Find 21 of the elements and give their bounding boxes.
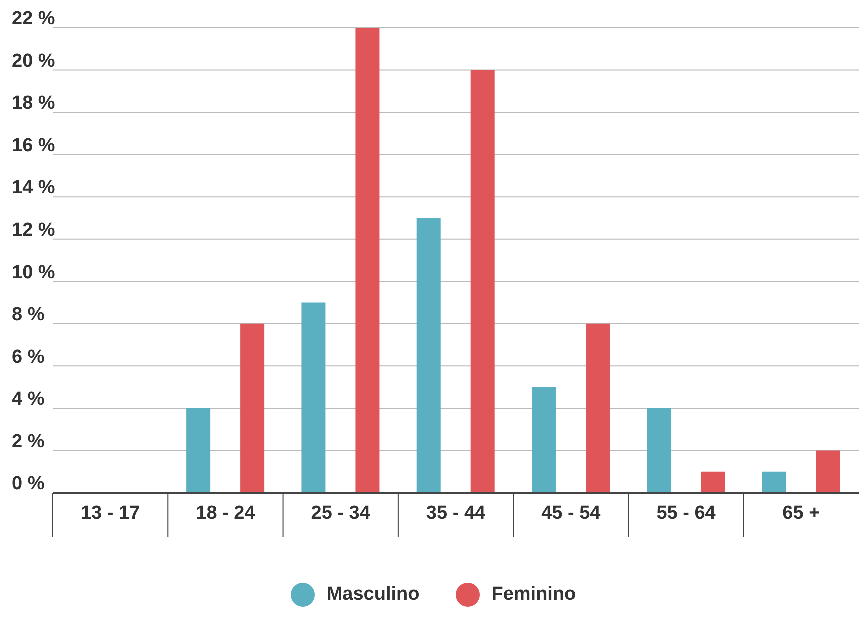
x-tick-label: 55 - 64 [656, 503, 716, 524]
y-tick-label: 20 % [12, 50, 56, 72]
x-tick-label: 65 + [782, 503, 820, 524]
y-tick-label: 8 % [12, 304, 45, 326]
legend-label: Feminino [492, 584, 576, 606]
x-tick-label: 18 - 24 [196, 503, 256, 524]
y-tick-label: 22 % [12, 8, 56, 30]
y-tick-label: 16 % [12, 135, 56, 156]
y-tick-label: 2 % [12, 431, 45, 452]
y-tick-label: 18 % [12, 93, 56, 114]
x-tick-label: 35 - 44 [426, 503, 486, 524]
x-tick-label: 45 - 54 [542, 503, 602, 524]
y-tick-label: 14 % [12, 178, 56, 199]
y-tick-label: 12 % [12, 220, 56, 242]
x-tick-label: 25 - 34 [311, 503, 371, 524]
y-tick-label: 0 % [12, 474, 45, 495]
y-tick-label: 6 % [12, 346, 45, 368]
y-tick-label: 10 % [12, 262, 56, 284]
x-tick-label: 13 - 17 [80, 503, 140, 524]
y-tick-label: 4 % [12, 389, 45, 410]
legend-label: Masculino [326, 584, 420, 606]
